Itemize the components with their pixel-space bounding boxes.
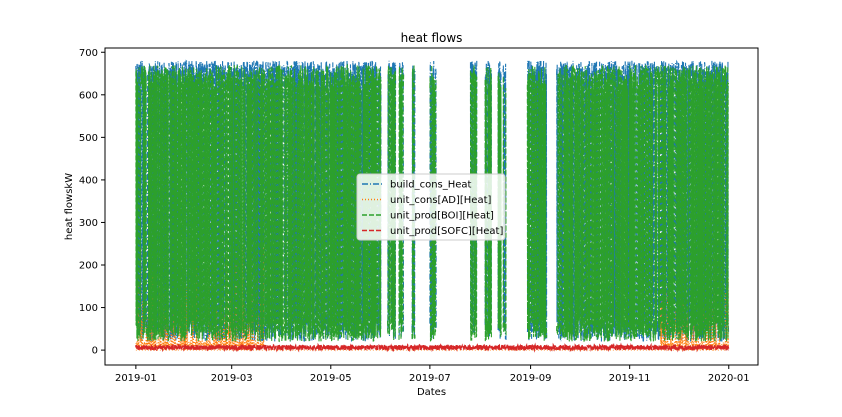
x-tick-label-4: 2019-07 <box>409 373 451 384</box>
plot-frame <box>104 47 759 366</box>
y-axis: 0 100 200 300 400 500 600 700 <box>79 48 105 357</box>
y-tick-label-8: 700 <box>79 48 98 59</box>
legend-box <box>356 173 506 241</box>
legend: build_cons_Heat unit_cons[AD][Heat] unit_p… <box>356 173 506 241</box>
series-4 <box>135 342 730 353</box>
y-tick-label-6: 500 <box>79 133 98 144</box>
y-tick-label-3: 200 <box>79 261 98 272</box>
x-tick-label-3: 2019-05 <box>310 373 352 384</box>
legend-label-3: unit_prod[BOI][Heat] <box>390 211 494 222</box>
series-3-segment-1 <box>135 63 382 343</box>
series-3-segment-9 <box>502 76 507 336</box>
x-axis-title: Dates <box>417 387 446 398</box>
series-3-segment-11 <box>556 63 730 342</box>
x-axis: 2019-01 2019-03 2019-05 2019-07 2019-09 2019-… <box>115 365 750 384</box>
series-3-segment-6 <box>469 65 478 341</box>
legend-label-1: build_cons_Heat <box>390 180 472 191</box>
series-3-segment-7 <box>484 66 492 342</box>
y-tick-label-5: 400 <box>79 175 98 186</box>
y-tick-label-2: 100 <box>79 303 98 314</box>
x-tick-label-7: 2020-01 <box>708 373 750 384</box>
x-tick-label-2: 2019-03 <box>211 373 253 384</box>
y-tick-label-4: 300 <box>79 218 98 229</box>
legend-label-4: unit_prod[SOFC][Heat] <box>390 226 503 237</box>
x-tick-label-5: 2019-09 <box>510 373 552 384</box>
y-tick-label-1: 0 <box>92 346 98 357</box>
y-tick-label-7: 600 <box>79 90 98 101</box>
chart-title: heat flows <box>401 31 463 45</box>
x-tick-label-1: 2019-01 <box>115 373 157 384</box>
series-4-segment-1 <box>135 342 730 353</box>
x-tick-label-6: 2019-11 <box>609 373 651 384</box>
legend-label-2: unit_cons[AD][Heat] <box>390 195 492 206</box>
series-3-segment-10 <box>526 66 548 341</box>
y-axis-title: heat flowskW <box>64 173 75 240</box>
